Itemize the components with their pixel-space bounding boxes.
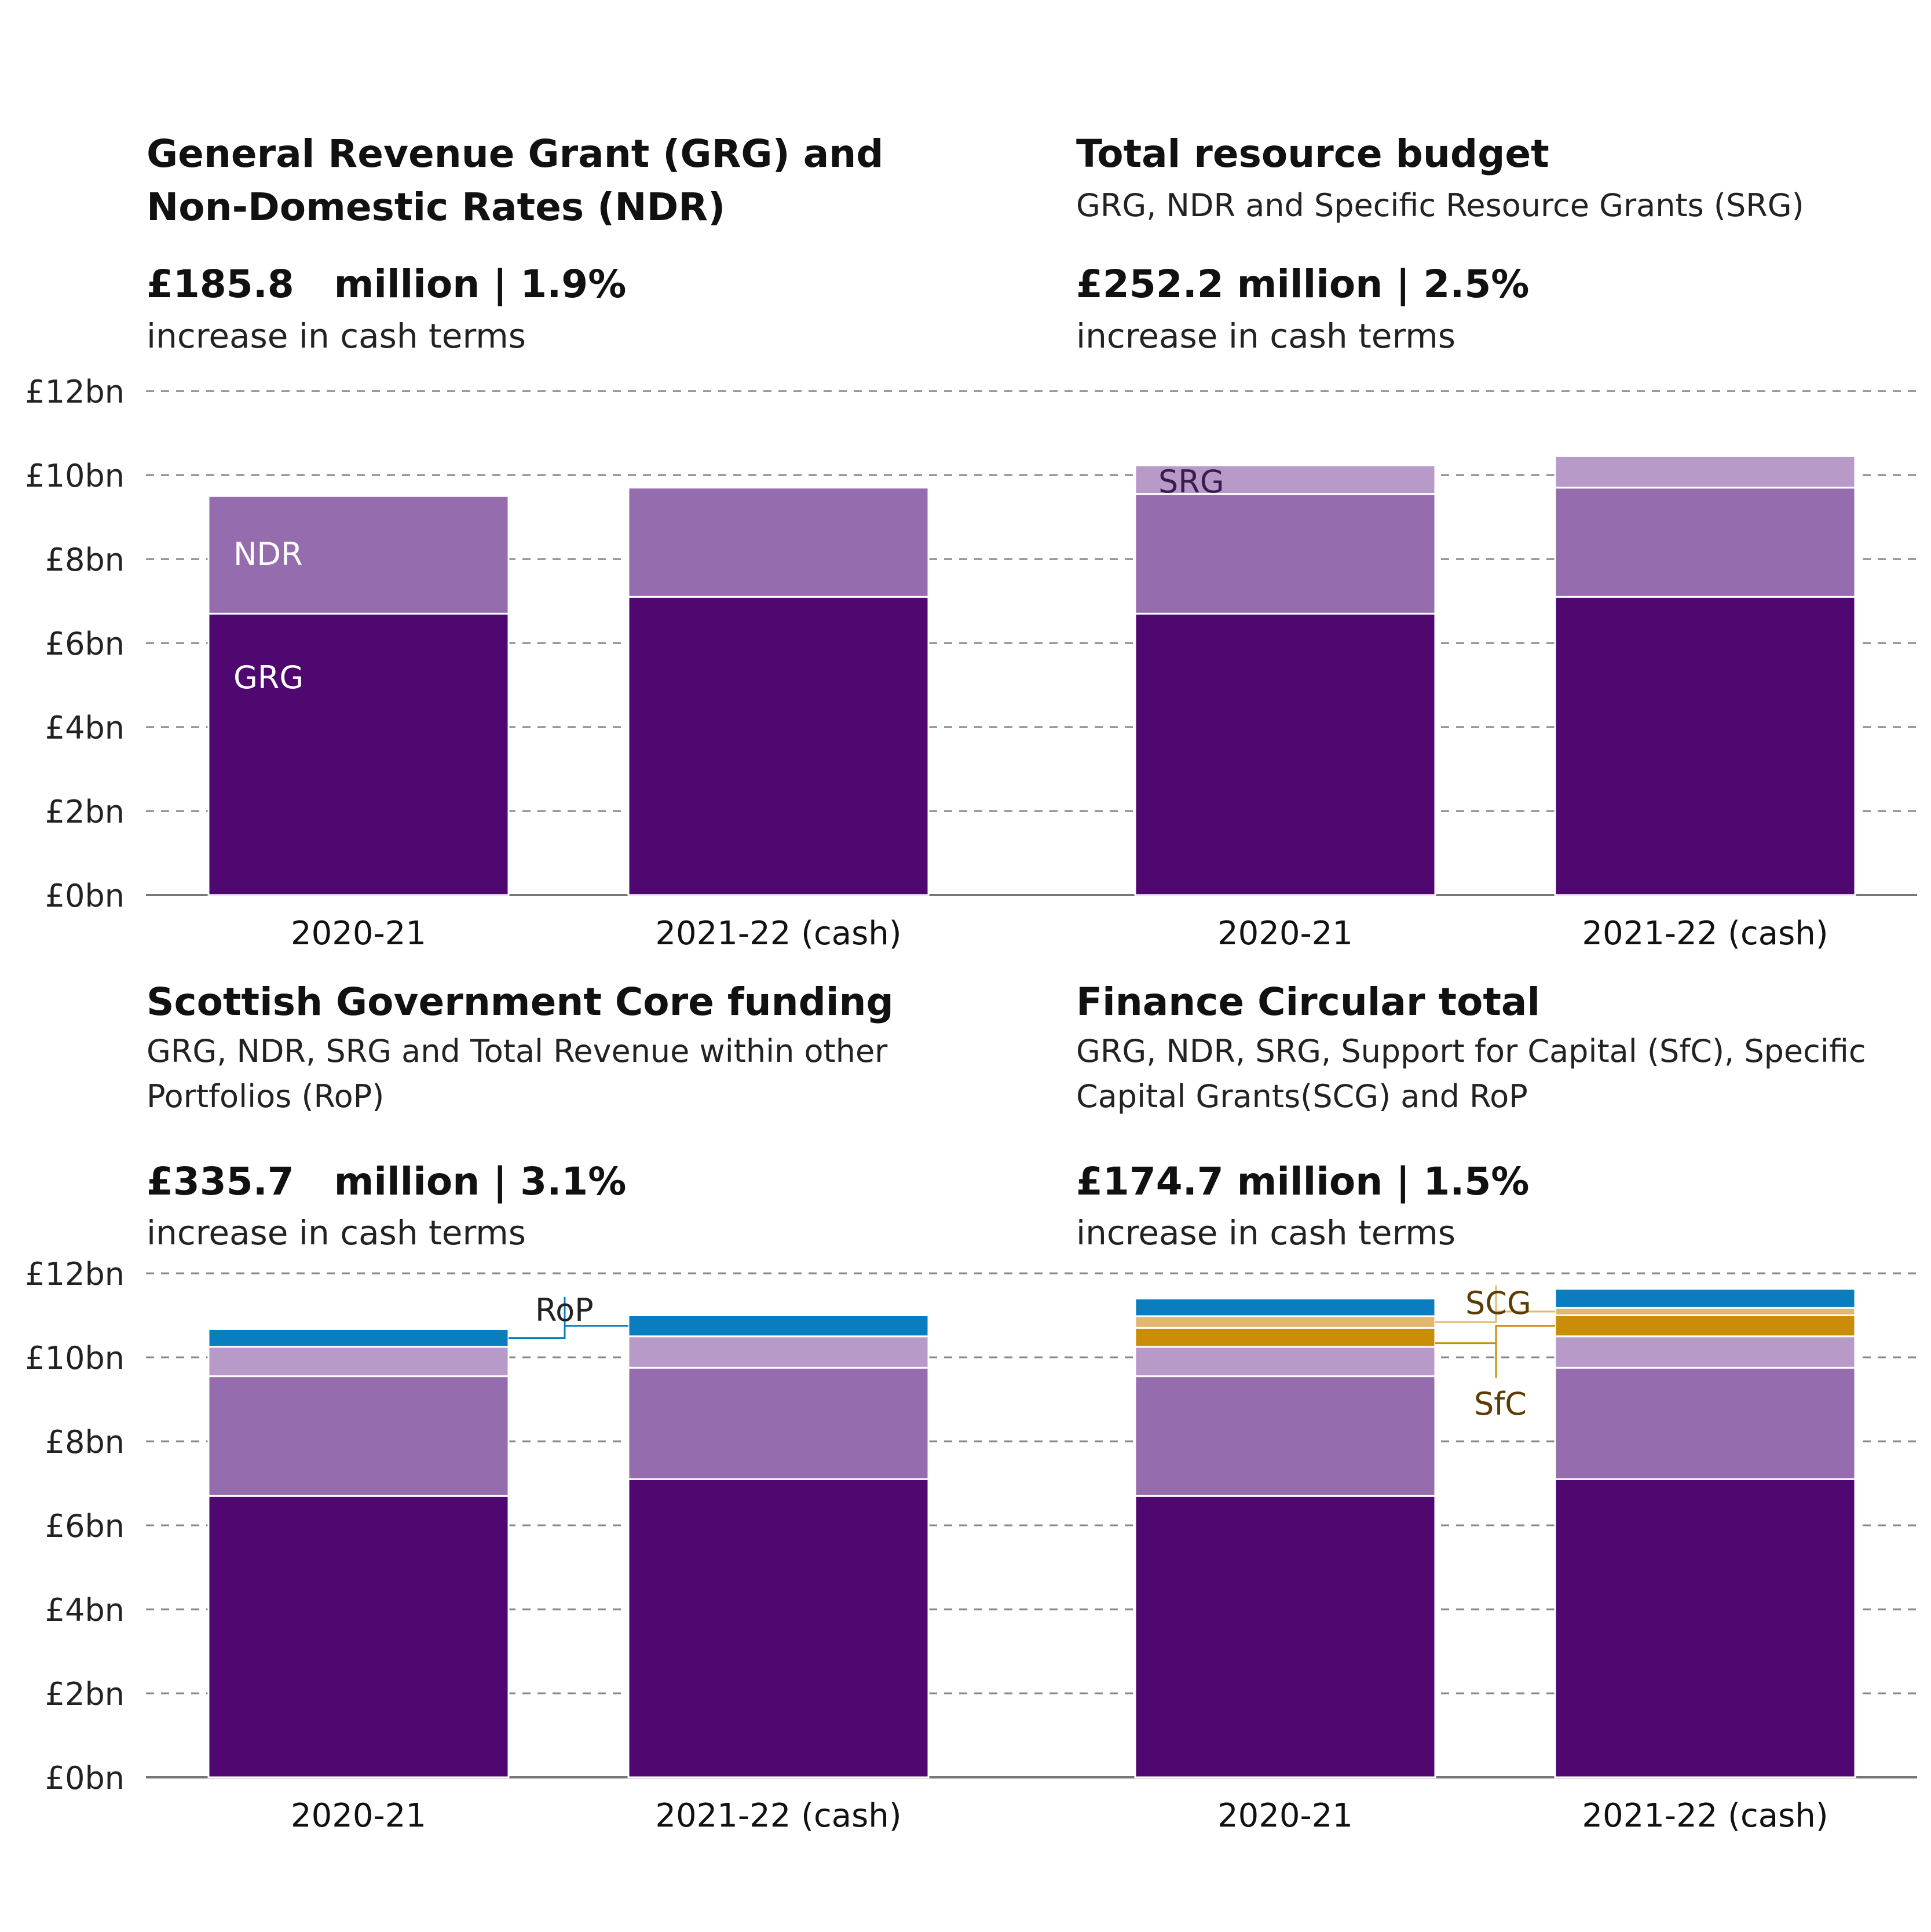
y-tick-label: £12bn [25,374,125,410]
y-tick-label: £0bn [45,878,125,914]
series-label-scg: SCG [1465,1285,1531,1321]
panel-core-funding: Scottish Government Core funding GRG, ND… [147,976,986,1254]
bar-segment-srg [1554,455,1856,489]
panel-subtitle: GRG, NDR, SRG and Total Revenue within o… [147,1033,888,1115]
bar-segment-rop [1134,1298,1436,1317]
panel-finance-circular: Finance Circular total GRG, NDR, SRG, Su… [1076,976,1916,1254]
y-tick-label: £12bn [25,1256,125,1292]
series-label-grg: GRG [233,659,303,696]
panel-title: General Revenue Grant (GRG) and Non-Dome… [147,132,884,229]
bar-segment-grg [1134,1495,1436,1778]
panel-stat-note: increase in cash terms [147,1213,526,1252]
bar-segment-sfc [1554,1314,1856,1338]
bars [207,455,1856,1778]
bar-segment-sfc [1134,1327,1436,1348]
bar-segment-rop [207,1328,510,1348]
labels: £0bn £2bn £4bn £6bn £8bn £10bn £12bn £0bn £2bn £4… [25,374,1828,1835]
panel-subtitle: GRG, NDR and Specific Resource Grants (S… [1076,187,1804,224]
y-tick-label: £2bn [45,1676,125,1712]
y-tick-label: £8bn [45,1424,125,1460]
panel-stat: £174.7 million | 1.5% [1076,1159,1530,1204]
panel-total-resource: Total resource budget GRG, NDR and Speci… [1076,127,1916,371]
x-tick-label: 2021-22 (cash) [1582,915,1828,952]
bar-segment-scg [1554,1306,1856,1316]
bar-segment-ndr [1134,1375,1436,1497]
bar-segment-srg [207,1346,510,1378]
panel-stat-note: increase in cash terms [147,316,526,356]
bar-segment-ndr [207,495,510,615]
bar-segment-srg [1554,1335,1856,1369]
bar-segment-rop [627,1314,930,1338]
series-label-ndr: NDR [233,536,303,572]
panel-stat-note: increase in cash terms [1076,316,1456,356]
bar-segment-rop [1554,1288,1856,1309]
rop-connector [509,1325,628,1339]
bar-segment-srg [1134,464,1436,495]
panel-stat-note: increase in cash terms [1076,1213,1456,1252]
series-label-srg: SRG [1158,463,1224,500]
series-label-rop: RoP [535,1292,594,1328]
y-tick-label: £4bn [45,1592,125,1628]
scg-connector [1435,1310,1555,1323]
x-tick-label: 2020-21 [291,1797,426,1835]
bar-segment-scg [1134,1315,1436,1329]
panel-grg-ndr: General Revenue Grant (GRG) and Non-Dome… [147,127,986,371]
panel-stat: £185.8 million | 1.9% [147,262,627,306]
bar-segment-grg [207,1495,510,1778]
sfc-connector [1435,1325,1555,1345]
x-tick-label: 2020-21 [291,915,426,952]
panel-subtitle: GRG, NDR, SRG, Support for Capital (SfC)… [1076,1033,1866,1115]
panel-stat: £335.7 million | 3.1% [147,1159,627,1204]
panel-stat: £252.2 million | 2.5% [1076,262,1530,306]
y-tick-label: £0bn [45,1760,125,1796]
bar-segment-ndr [627,487,930,598]
y-tick-label: £2bn [45,794,125,830]
y-tick-label: £4bn [45,710,125,746]
x-tick-label: 2020-21 [1217,915,1353,952]
y-tick-label: £6bn [45,626,125,662]
bar-segment-ndr [1554,487,1856,598]
bar-segment-ndr [1554,1367,1856,1480]
bar-segment-grg [1554,596,1856,896]
panel-title: Total resource budget [1076,132,1549,176]
bar-segment-grg [1134,612,1436,896]
x-tick-label: 2021-22 (cash) [1582,1797,1828,1835]
bar-segment-grg [1554,1478,1856,1778]
series-label-sfc: SfC [1474,1386,1527,1422]
y-tick-label: £10bn [25,458,125,494]
y-tick-label: £10bn [25,1340,125,1376]
bar-segment-srg [1134,1346,1436,1378]
panel-title: Finance Circular total [1076,980,1541,1024]
x-tick-label: 2021-22 (cash) [655,915,901,952]
y-tick-label: £6bn [45,1508,125,1544]
x-tick-label: 2020-21 [1217,1797,1353,1835]
bar-segment-grg [207,612,510,896]
bar-segment-ndr [207,1375,510,1497]
x-tick-label: 2021-22 (cash) [655,1797,901,1835]
panel-title: Scottish Government Core funding [147,980,894,1024]
bar-segment-grg [627,596,930,896]
bar-segment-ndr [1134,493,1436,615]
bar-segment-ndr [627,1367,930,1480]
bar-segment-grg [627,1478,930,1778]
y-tick-label: £8bn [45,542,125,578]
bar-segment-srg [627,1335,930,1369]
